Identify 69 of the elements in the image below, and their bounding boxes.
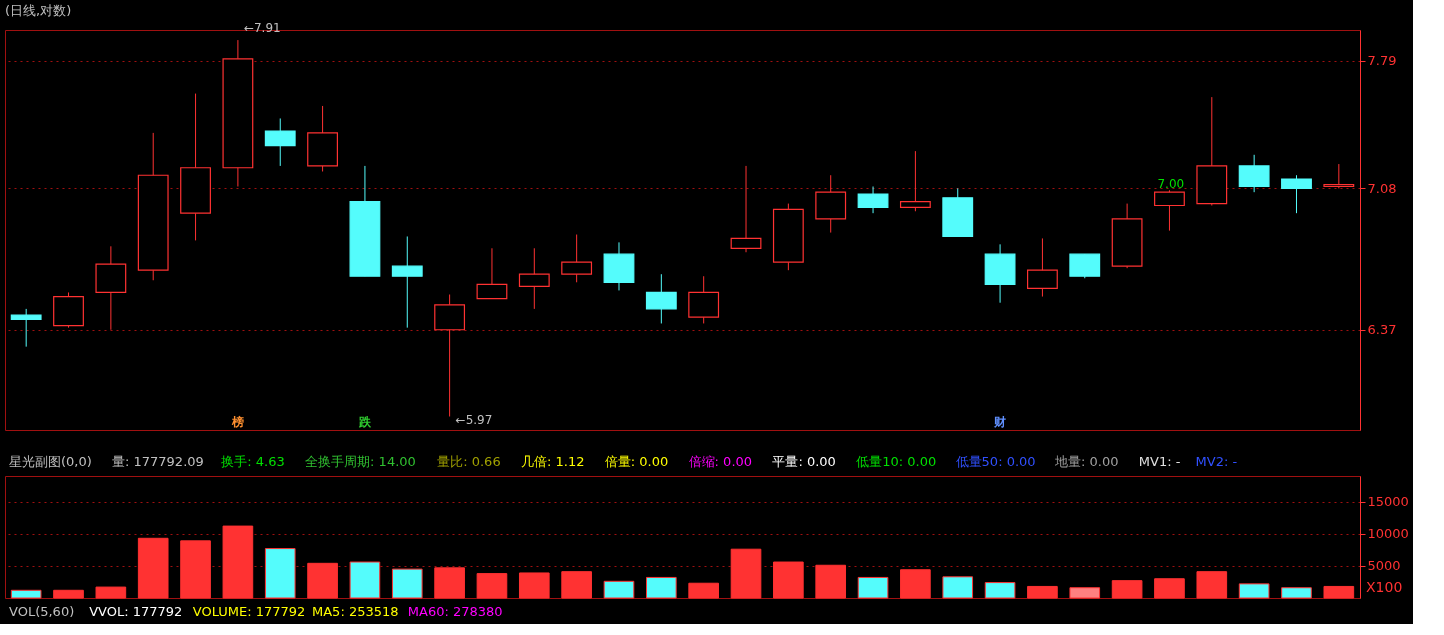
y-tick-label: 7.08 (1367, 180, 1397, 196)
bar (307, 562, 338, 599)
text: MV1: - (1138, 454, 1181, 469)
text: 全换手周期: 14.00 (305, 454, 416, 469)
y-tick-label: 5000 (1367, 558, 1401, 574)
text: MA60: 278380 (407, 604, 503, 619)
chart-title: (日线,对数) (5, 3, 72, 19)
bar (476, 573, 508, 599)
y-tick-label: 15000 (1367, 494, 1409, 510)
text: 低量10: 0.00 (856, 454, 937, 469)
bar (180, 540, 211, 599)
candlestick (10, 308, 42, 348)
text: MV2: - (1195, 454, 1238, 469)
bar (1323, 585, 1355, 599)
bar (984, 582, 1016, 599)
annotation: 跌 (357, 415, 372, 429)
text: 倍量: 0.00 (604, 454, 669, 469)
annotation: 榜 (230, 415, 244, 429)
text: 低量50: 0.00 (955, 454, 1036, 469)
bar (1281, 587, 1312, 599)
bar (349, 561, 381, 599)
y-tick-label: 6.37 (1367, 322, 1397, 338)
bar (264, 548, 296, 599)
annotation: 7.00 (1157, 176, 1185, 191)
bar (10, 589, 42, 599)
bar (1111, 580, 1143, 599)
text: VOLUME: 177792 (192, 604, 306, 619)
text: MA5: 253518 (312, 604, 399, 619)
text: 量: 177792.09 (112, 454, 204, 469)
bar (688, 582, 719, 599)
bar (1027, 585, 1058, 599)
candlestick (899, 150, 931, 212)
bar (137, 537, 169, 599)
text: 换手: 4.63 (221, 454, 285, 469)
candlestick (391, 235, 423, 329)
text: 平量: 0.00 (772, 454, 836, 469)
y-axis-title: X100 (1366, 579, 1403, 595)
bar (942, 576, 974, 599)
bar (603, 580, 635, 599)
text: 量比: 0.66 (437, 454, 501, 469)
bar (53, 589, 84, 599)
text: 几倍: 1.12 (521, 454, 585, 469)
bar (561, 571, 592, 599)
text: VVOL: 177792 (89, 604, 183, 619)
bar (815, 564, 847, 599)
annotation: ←5.97 (455, 413, 493, 428)
bar (518, 572, 550, 599)
text: 地量: 0.00 (1054, 454, 1119, 469)
bar (391, 568, 423, 599)
text: 星光副图(0,0) (9, 454, 92, 469)
bar (857, 576, 889, 599)
candlestick (730, 165, 762, 253)
bar (1069, 587, 1101, 599)
bar (434, 567, 465, 599)
y-tick-label: 10000 (1367, 526, 1409, 542)
bar (1196, 571, 1228, 599)
text: VOL(5,60) (9, 604, 75, 619)
bar (730, 548, 762, 599)
bar (773, 561, 804, 599)
bar (95, 586, 127, 599)
candlestick (1323, 163, 1355, 189)
bar (1238, 583, 1270, 599)
bar (646, 576, 677, 599)
annotation: 财 (993, 415, 1007, 429)
bar (1154, 578, 1185, 599)
y-tick-label: 7.79 (1367, 53, 1397, 69)
text: 倍缩: 0.00 (688, 454, 753, 469)
bar (900, 569, 931, 599)
bar (222, 525, 254, 599)
